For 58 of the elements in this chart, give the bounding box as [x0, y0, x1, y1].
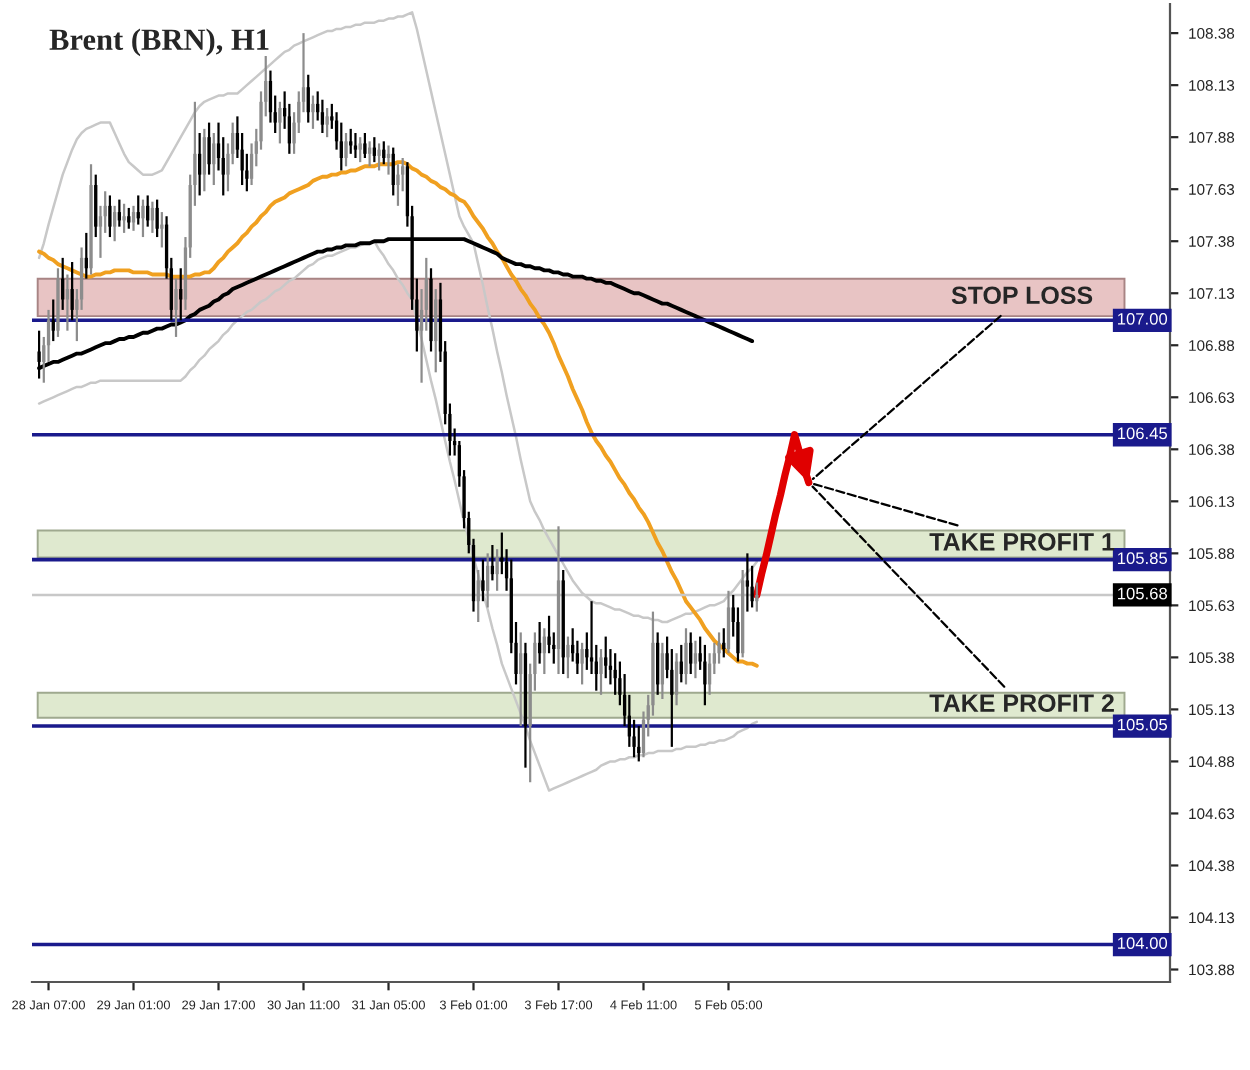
candlestick [94, 173, 98, 239]
candlestick [70, 260, 74, 322]
candlestick [56, 267, 60, 339]
candlestick [141, 198, 145, 239]
candlestick [202, 127, 207, 193]
candlestick [693, 639, 698, 680]
candlestick [212, 131, 216, 187]
candlestick [112, 204, 117, 243]
candlestick [51, 298, 55, 343]
candlestick [684, 627, 688, 686]
band-label: STOP LOSS [951, 286, 1093, 305]
candlestick [519, 631, 523, 728]
candlestick [396, 163, 400, 207]
candlestick [377, 142, 381, 172]
candlestick [197, 131, 202, 197]
candlestick [278, 100, 282, 145]
candlestick [726, 589, 731, 655]
band-label: TAKE PROFIT 2 [929, 694, 1114, 712]
candlestick [604, 635, 608, 680]
ref-line-label: 105.68 [1118, 587, 1167, 600]
line-series [753, 431, 813, 599]
candlestick [660, 641, 665, 701]
candlestick [363, 131, 367, 160]
candlestick [89, 163, 93, 276]
candlestick [703, 643, 707, 707]
candlestick [674, 652, 679, 707]
candlestick [391, 146, 395, 197]
candlestick [325, 106, 329, 139]
candlestick [344, 131, 348, 168]
candlestick [495, 548, 499, 592]
candlestick [207, 121, 211, 176]
candlestick [160, 210, 164, 249]
candlestick [320, 98, 325, 135]
candlestick [689, 631, 693, 676]
ref-line-label: 105.05 [1118, 718, 1168, 731]
candlestick [306, 73, 310, 124]
candlestick [155, 198, 159, 239]
ref-line-label: 105.85 [1118, 552, 1168, 565]
candlestick [174, 277, 178, 339]
candlestick [358, 136, 362, 164]
candlestick [580, 641, 584, 686]
candlestick [434, 287, 438, 374]
text: Brent (BRN), H1 [49, 28, 269, 57]
candlestick [122, 202, 126, 234]
candlestick [476, 568, 480, 624]
candlestick [566, 635, 570, 680]
candlestick [745, 552, 750, 613]
candlestick [481, 558, 485, 603]
candlestick [311, 94, 315, 130]
ref-line-label: 107.00 [1118, 312, 1168, 325]
ref-line-label: 104.00 [1118, 937, 1168, 950]
candlestick [599, 647, 603, 696]
ref-line-label: 106.45 [1118, 427, 1168, 440]
candlestick [353, 131, 358, 160]
candlestick [108, 194, 112, 239]
candlestick [486, 552, 490, 609]
band-label: TAKE PROFIT 1 [929, 532, 1115, 551]
candlestick [429, 267, 433, 353]
